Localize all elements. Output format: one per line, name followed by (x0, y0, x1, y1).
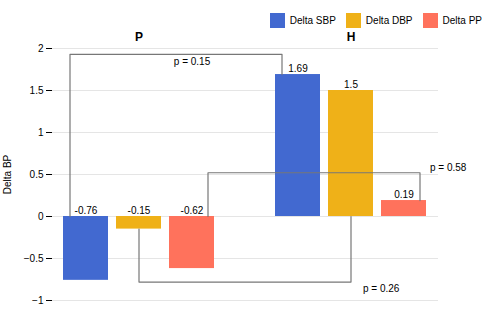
svg-text:1.5: 1.5 (30, 85, 44, 96)
svg-text:0: 0 (38, 211, 44, 222)
svg-text:0.5: 0.5 (30, 169, 44, 180)
html-text:Delta PP: Delta PP (442, 15, 482, 26)
svg-text:Delta BP: Delta BP (2, 154, 13, 194)
svg-text:-0.62: -0.62 (181, 205, 204, 216)
svg-text:1.69: 1.69 (288, 63, 308, 74)
svg-text:p = 0.15: p = 0.15 (174, 56, 211, 67)
svg-text:P: P (135, 30, 143, 44)
svg-text:H: H (347, 30, 356, 44)
svg-text:0.19: 0.19 (394, 189, 414, 200)
svg-text:−1: −1 (32, 295, 44, 306)
svg-text:-0.76: -0.76 (75, 205, 98, 216)
svg-text:1.5: 1.5 (344, 79, 358, 90)
svg-text:−0.5: −0.5 (24, 253, 44, 264)
svg-text:-0.15: -0.15 (128, 205, 151, 216)
svg-text:2: 2 (38, 43, 44, 54)
html-text:Delta SBP: Delta SBP (289, 15, 336, 26)
html-text:Delta DBP: Delta DBP (365, 15, 413, 26)
svg-text:p = 0.26: p = 0.26 (363, 283, 400, 294)
svg-text:p = 0.58: p = 0.58 (430, 162, 467, 173)
svg-text:1: 1 (38, 127, 44, 138)
